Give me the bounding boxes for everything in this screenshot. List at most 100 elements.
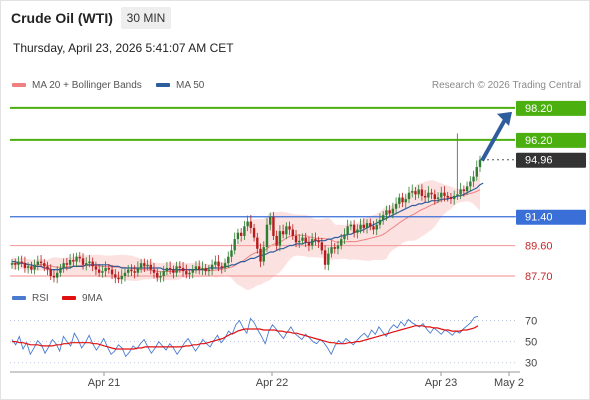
candle-body <box>291 229 294 236</box>
x-tick-label: Apr 22 <box>256 377 288 389</box>
candle-body <box>55 272 59 278</box>
candle-body <box>398 197 401 204</box>
candle-body <box>411 191 414 193</box>
candle-body <box>320 242 324 251</box>
candle-body <box>78 256 81 259</box>
legend-bollinger: MA 20 + Bollinger Bands <box>12 80 142 91</box>
candle-body <box>236 232 240 240</box>
candle-body <box>330 247 333 254</box>
candle-body <box>475 167 478 177</box>
candle-body <box>17 261 20 265</box>
candle-body <box>126 269 130 273</box>
candle-body <box>340 239 343 246</box>
rsi-swatch <box>12 296 26 301</box>
candle-body <box>462 189 466 192</box>
projection-arrow-shaft <box>480 116 508 162</box>
legend-ma50: MA 50 <box>156 80 204 91</box>
candle-body <box>349 224 353 227</box>
candle-body <box>352 224 356 233</box>
chart-datetime: Thursday, April 23, 2026 5:41:07 AM CET <box>13 41 234 55</box>
candle-body <box>85 263 88 265</box>
candle-body <box>465 186 469 192</box>
candle-body <box>414 191 417 195</box>
ma50-line <box>12 182 484 271</box>
candle-body <box>427 192 430 198</box>
candle-body <box>172 269 175 273</box>
candle-body <box>110 269 114 275</box>
candle-body <box>39 261 43 264</box>
legend-rsi: RSI <box>12 293 49 304</box>
candle-body <box>94 266 98 270</box>
candle-body <box>472 176 475 182</box>
candle-body <box>440 192 443 198</box>
legend-rsi-ma: 9MA <box>62 293 103 304</box>
research-credit: Research © 2026 Trading Central <box>431 80 581 91</box>
candle-body <box>288 226 291 230</box>
candle-body <box>323 250 327 265</box>
candle-body <box>343 234 346 240</box>
candle-body <box>194 266 198 270</box>
candle-body <box>36 261 40 265</box>
candle-body <box>269 216 272 225</box>
rsi-line-RSI <box>11 315 479 358</box>
candle-body <box>210 264 214 270</box>
candle-body <box>198 266 201 270</box>
candle-body <box>233 239 236 251</box>
candle-body <box>314 239 317 241</box>
interval-button[interactable]: 30 MIN <box>121 7 171 29</box>
candle-body <box>301 237 304 241</box>
rsi-tick-70: 70 <box>525 316 537 328</box>
candle-body <box>443 192 446 196</box>
candle-body <box>143 263 146 267</box>
candle-body <box>407 192 411 200</box>
bollinger-band <box>12 168 480 291</box>
candle-body <box>281 231 285 235</box>
candle-body <box>123 272 127 276</box>
candle-body <box>459 189 462 195</box>
candle-body <box>191 269 194 273</box>
candle-body <box>43 263 46 267</box>
candle-body <box>249 221 253 228</box>
candle-body <box>362 224 366 228</box>
candle-body <box>149 264 152 270</box>
candle-body <box>97 269 101 273</box>
candle-body <box>162 271 165 276</box>
candle-body <box>469 181 472 187</box>
candle-body <box>14 263 17 265</box>
x-tick-label: Apr 23 <box>425 377 457 389</box>
candle-body <box>401 197 404 203</box>
legend-ma50-label: MA 50 <box>176 80 205 91</box>
candle-body <box>417 189 420 195</box>
candle-body <box>436 197 440 200</box>
candle-body <box>275 235 278 246</box>
ma20-line <box>11 189 481 273</box>
candle-body <box>227 256 230 264</box>
candle-body <box>168 267 172 270</box>
candle-body <box>381 215 385 220</box>
level-label-96.20: 96.20 <box>525 135 553 147</box>
candle-body <box>52 275 56 278</box>
candle-body <box>81 258 85 265</box>
candle-body <box>185 271 188 275</box>
rsi-line-9MA <box>12 325 479 350</box>
candle-body <box>262 247 265 262</box>
candle-body <box>72 259 75 262</box>
candle-body <box>449 197 453 200</box>
candle-body <box>304 237 307 243</box>
candle-body <box>49 269 52 276</box>
rsi-tick-30: 30 <box>525 358 537 370</box>
candle-body <box>120 275 123 280</box>
rsi-tick-50: 50 <box>525 337 537 349</box>
candle-body <box>188 272 191 275</box>
candle-body <box>136 267 140 273</box>
candle-body <box>420 189 424 196</box>
candle-body <box>217 261 220 267</box>
candle-body <box>452 195 456 200</box>
candles <box>10 155 482 284</box>
bollinger-swatch <box>12 83 26 88</box>
candle-body <box>59 267 62 273</box>
candle-body <box>372 226 375 230</box>
candle-body <box>333 247 336 249</box>
candle-body <box>252 227 256 238</box>
